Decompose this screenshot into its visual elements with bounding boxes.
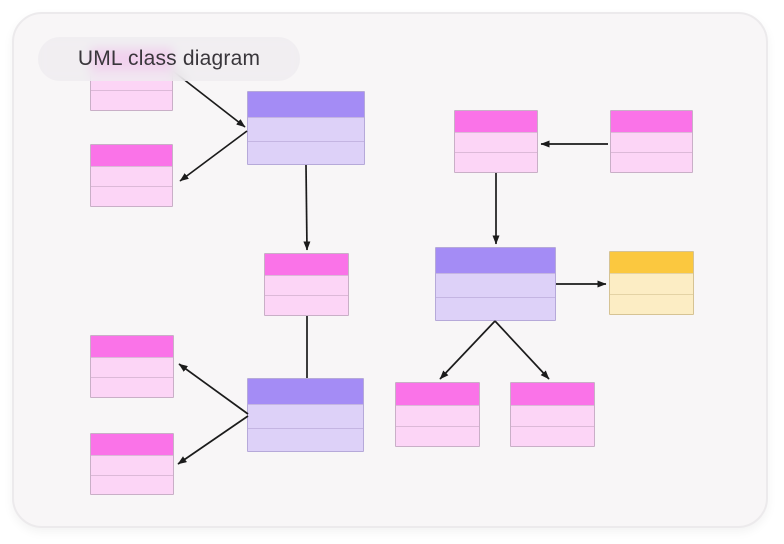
class-attributes-row [91, 455, 173, 475]
uml-class-node-n10[interactable] [90, 335, 174, 398]
class-methods-row [248, 140, 364, 164]
connector-n6-n13[interactable] [494, 320, 550, 380]
uml-class-node-n2[interactable] [90, 144, 173, 207]
class-attributes-row [511, 405, 594, 426]
connector-n9-n10[interactable] [178, 363, 249, 415]
connector-n6-n12[interactable] [439, 320, 496, 380]
uml-class-node-n7[interactable] [609, 251, 694, 315]
class-methods-row [91, 377, 173, 397]
class-attributes-row [396, 405, 479, 426]
class-methods-row [91, 186, 172, 206]
class-methods-row [396, 425, 479, 446]
class-attributes-row [91, 357, 173, 378]
class-name-row [265, 254, 348, 276]
uml-class-node-n3[interactable] [247, 91, 365, 165]
uml-class-node-n13[interactable] [510, 382, 595, 447]
diagram-title: UML class diagram [77, 47, 261, 70]
class-name-row [511, 383, 594, 406]
class-attributes-row [455, 132, 537, 153]
class-attributes-row [436, 273, 555, 297]
class-methods-row [91, 90, 172, 110]
class-attributes-row [610, 274, 693, 295]
connector-n3-n8[interactable] [303, 164, 311, 251]
class-methods-row [248, 427, 363, 451]
class-attributes-row [91, 166, 172, 187]
class-name-row [248, 92, 364, 118]
uml-class-node-n5[interactable] [610, 110, 693, 173]
diagram-title-pill[interactable]: UML class diagram [38, 37, 300, 81]
class-methods-row [265, 295, 348, 315]
class-name-row [396, 383, 479, 406]
connector-n3-n2[interactable] [179, 130, 248, 182]
class-methods-row [610, 294, 693, 314]
class-name-row [436, 248, 555, 274]
class-name-row [610, 252, 693, 275]
uml-class-node-n11[interactable] [90, 433, 174, 495]
class-methods-row [511, 425, 594, 446]
class-name-row [91, 145, 172, 167]
uml-class-node-n4[interactable] [454, 110, 538, 173]
class-name-row [91, 336, 173, 358]
uml-class-node-n8[interactable] [264, 253, 349, 316]
class-name-row [248, 379, 363, 405]
class-attributes-row [248, 404, 363, 428]
uml-class-node-n12[interactable] [395, 382, 480, 447]
class-methods-row [611, 152, 692, 172]
class-name-row [91, 434, 173, 456]
class-name-row [455, 111, 537, 133]
class-methods-row [436, 296, 555, 320]
class-methods-row [455, 152, 537, 172]
class-attributes-row [265, 275, 348, 296]
class-name-row [611, 111, 692, 133]
uml-class-node-n9[interactable] [247, 378, 364, 452]
class-attributes-row [611, 132, 692, 153]
class-methods-row [91, 474, 173, 494]
connector-n9-n11[interactable] [177, 415, 249, 465]
class-attributes-row [248, 117, 364, 141]
uml-class-node-n6[interactable] [435, 247, 556, 321]
